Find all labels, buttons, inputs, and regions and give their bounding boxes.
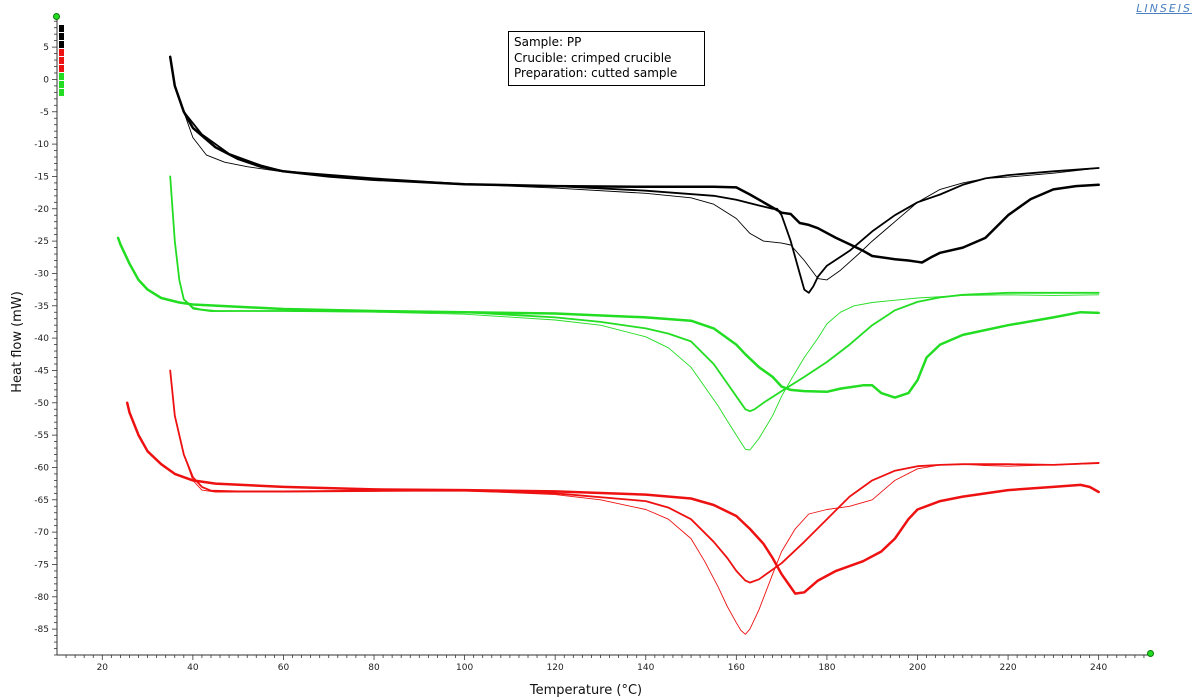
y-tick-label: -70: [34, 528, 49, 538]
linseis-logo: LINSEIS: [1136, 2, 1192, 15]
series-line-4: [116, 236, 1100, 399]
y-tick-label: -20: [34, 205, 49, 215]
series-line-8: [169, 369, 1100, 584]
y-tick-label: -60: [34, 463, 49, 473]
y-axis-title: Heat flow (mW): [10, 291, 25, 393]
y-tick-label: -5: [40, 108, 49, 118]
x-tick-label: 160: [728, 663, 745, 673]
info-preparation: Preparation: cutted sample: [514, 66, 678, 80]
x-tick-label: 40: [187, 663, 199, 673]
y-tick-label: -80: [34, 593, 49, 603]
info-sample: Sample: PP: [514, 35, 582, 49]
x-tick-label: 180: [818, 663, 835, 673]
series-swatch[interactable]: [59, 41, 64, 48]
series-line-1: [168, 55, 1100, 264]
series-swatch[interactable]: [59, 89, 64, 96]
y-tick-label: -85: [34, 625, 49, 635]
series-swatch[interactable]: [59, 25, 64, 32]
series-swatch[interactable]: [59, 57, 64, 64]
x-tick-label: 200: [909, 663, 926, 673]
x-tick-label: 80: [368, 663, 380, 673]
series-swatch[interactable]: [59, 49, 64, 56]
y-tick-label: -75: [34, 560, 49, 570]
y-tick-label: -65: [34, 496, 49, 506]
y-tick-label: -40: [34, 334, 49, 344]
x-axis-title: Temperature (°C): [529, 683, 642, 698]
series-swatch[interactable]: [59, 65, 64, 72]
curves: [116, 55, 1100, 635]
x-tick-label: 100: [456, 663, 473, 673]
x-tick-label: 120: [547, 663, 564, 673]
info-crucible: Crucible: crimped crucible: [514, 50, 672, 65]
series-line-6: [169, 175, 1100, 451]
x-tick-label: 240: [1090, 663, 1107, 673]
y-tick-label: -10: [34, 140, 49, 150]
x-tick-label: 20: [97, 663, 109, 673]
y-tick-label: 0: [43, 75, 49, 85]
x-tick-label: 140: [637, 663, 654, 673]
y-tick-label: -25: [34, 237, 49, 247]
x-tick-label: 220: [999, 663, 1016, 673]
y-axis-end-marker[interactable]: [53, 13, 60, 20]
series-line-9: [169, 370, 1100, 635]
series-line-2: [169, 55, 1100, 294]
sample-info-box: Sample: PP Crucible: crimped crucible Pr…: [508, 31, 705, 86]
y-tick-label: -30: [34, 269, 49, 279]
y-tick-label: -15: [34, 172, 49, 182]
x-tick-label: 60: [278, 663, 290, 673]
y-tick-label: -45: [34, 366, 49, 376]
series-swatch[interactable]: [59, 73, 64, 80]
y-tick-label: -50: [34, 399, 49, 409]
series-swatch[interactable]: [59, 33, 64, 40]
series-line-3: [169, 56, 1100, 281]
y-tick-label: -35: [34, 302, 49, 312]
y-tick-label: -55: [34, 431, 49, 441]
series-line-5: [169, 175, 1100, 413]
axes: 5 0 -5 -10 -15 -20 -25 -30 -35 -40 -45 -50 -55 -60 -65…: [34, 18, 1153, 673]
series-swatch[interactable]: [59, 81, 64, 88]
y-tick-label: 5: [43, 43, 49, 53]
x-axis-end-marker[interactable]: [1147, 650, 1154, 657]
series-swatches: [59, 25, 64, 97]
